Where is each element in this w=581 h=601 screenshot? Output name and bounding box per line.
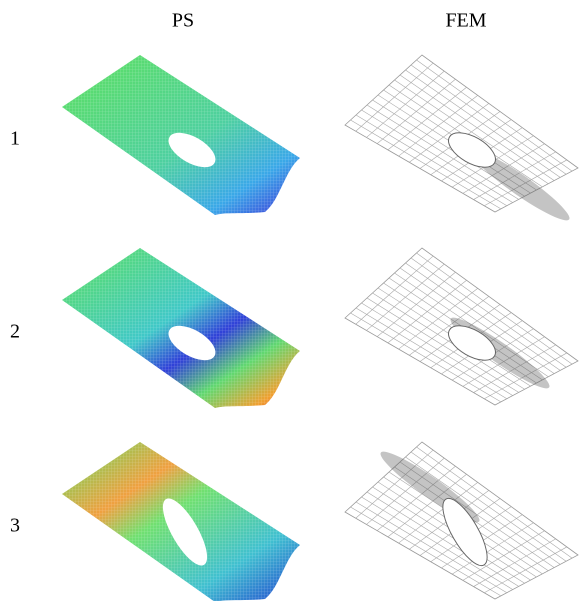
row-label: 2: [10, 321, 20, 343]
figure: PS FEM 1 2 3: [0, 0, 581, 601]
row-label: 1: [10, 128, 20, 150]
row-label: 3: [10, 515, 20, 537]
column-header: FEM: [445, 10, 486, 32]
column-header: PS: [172, 10, 194, 32]
